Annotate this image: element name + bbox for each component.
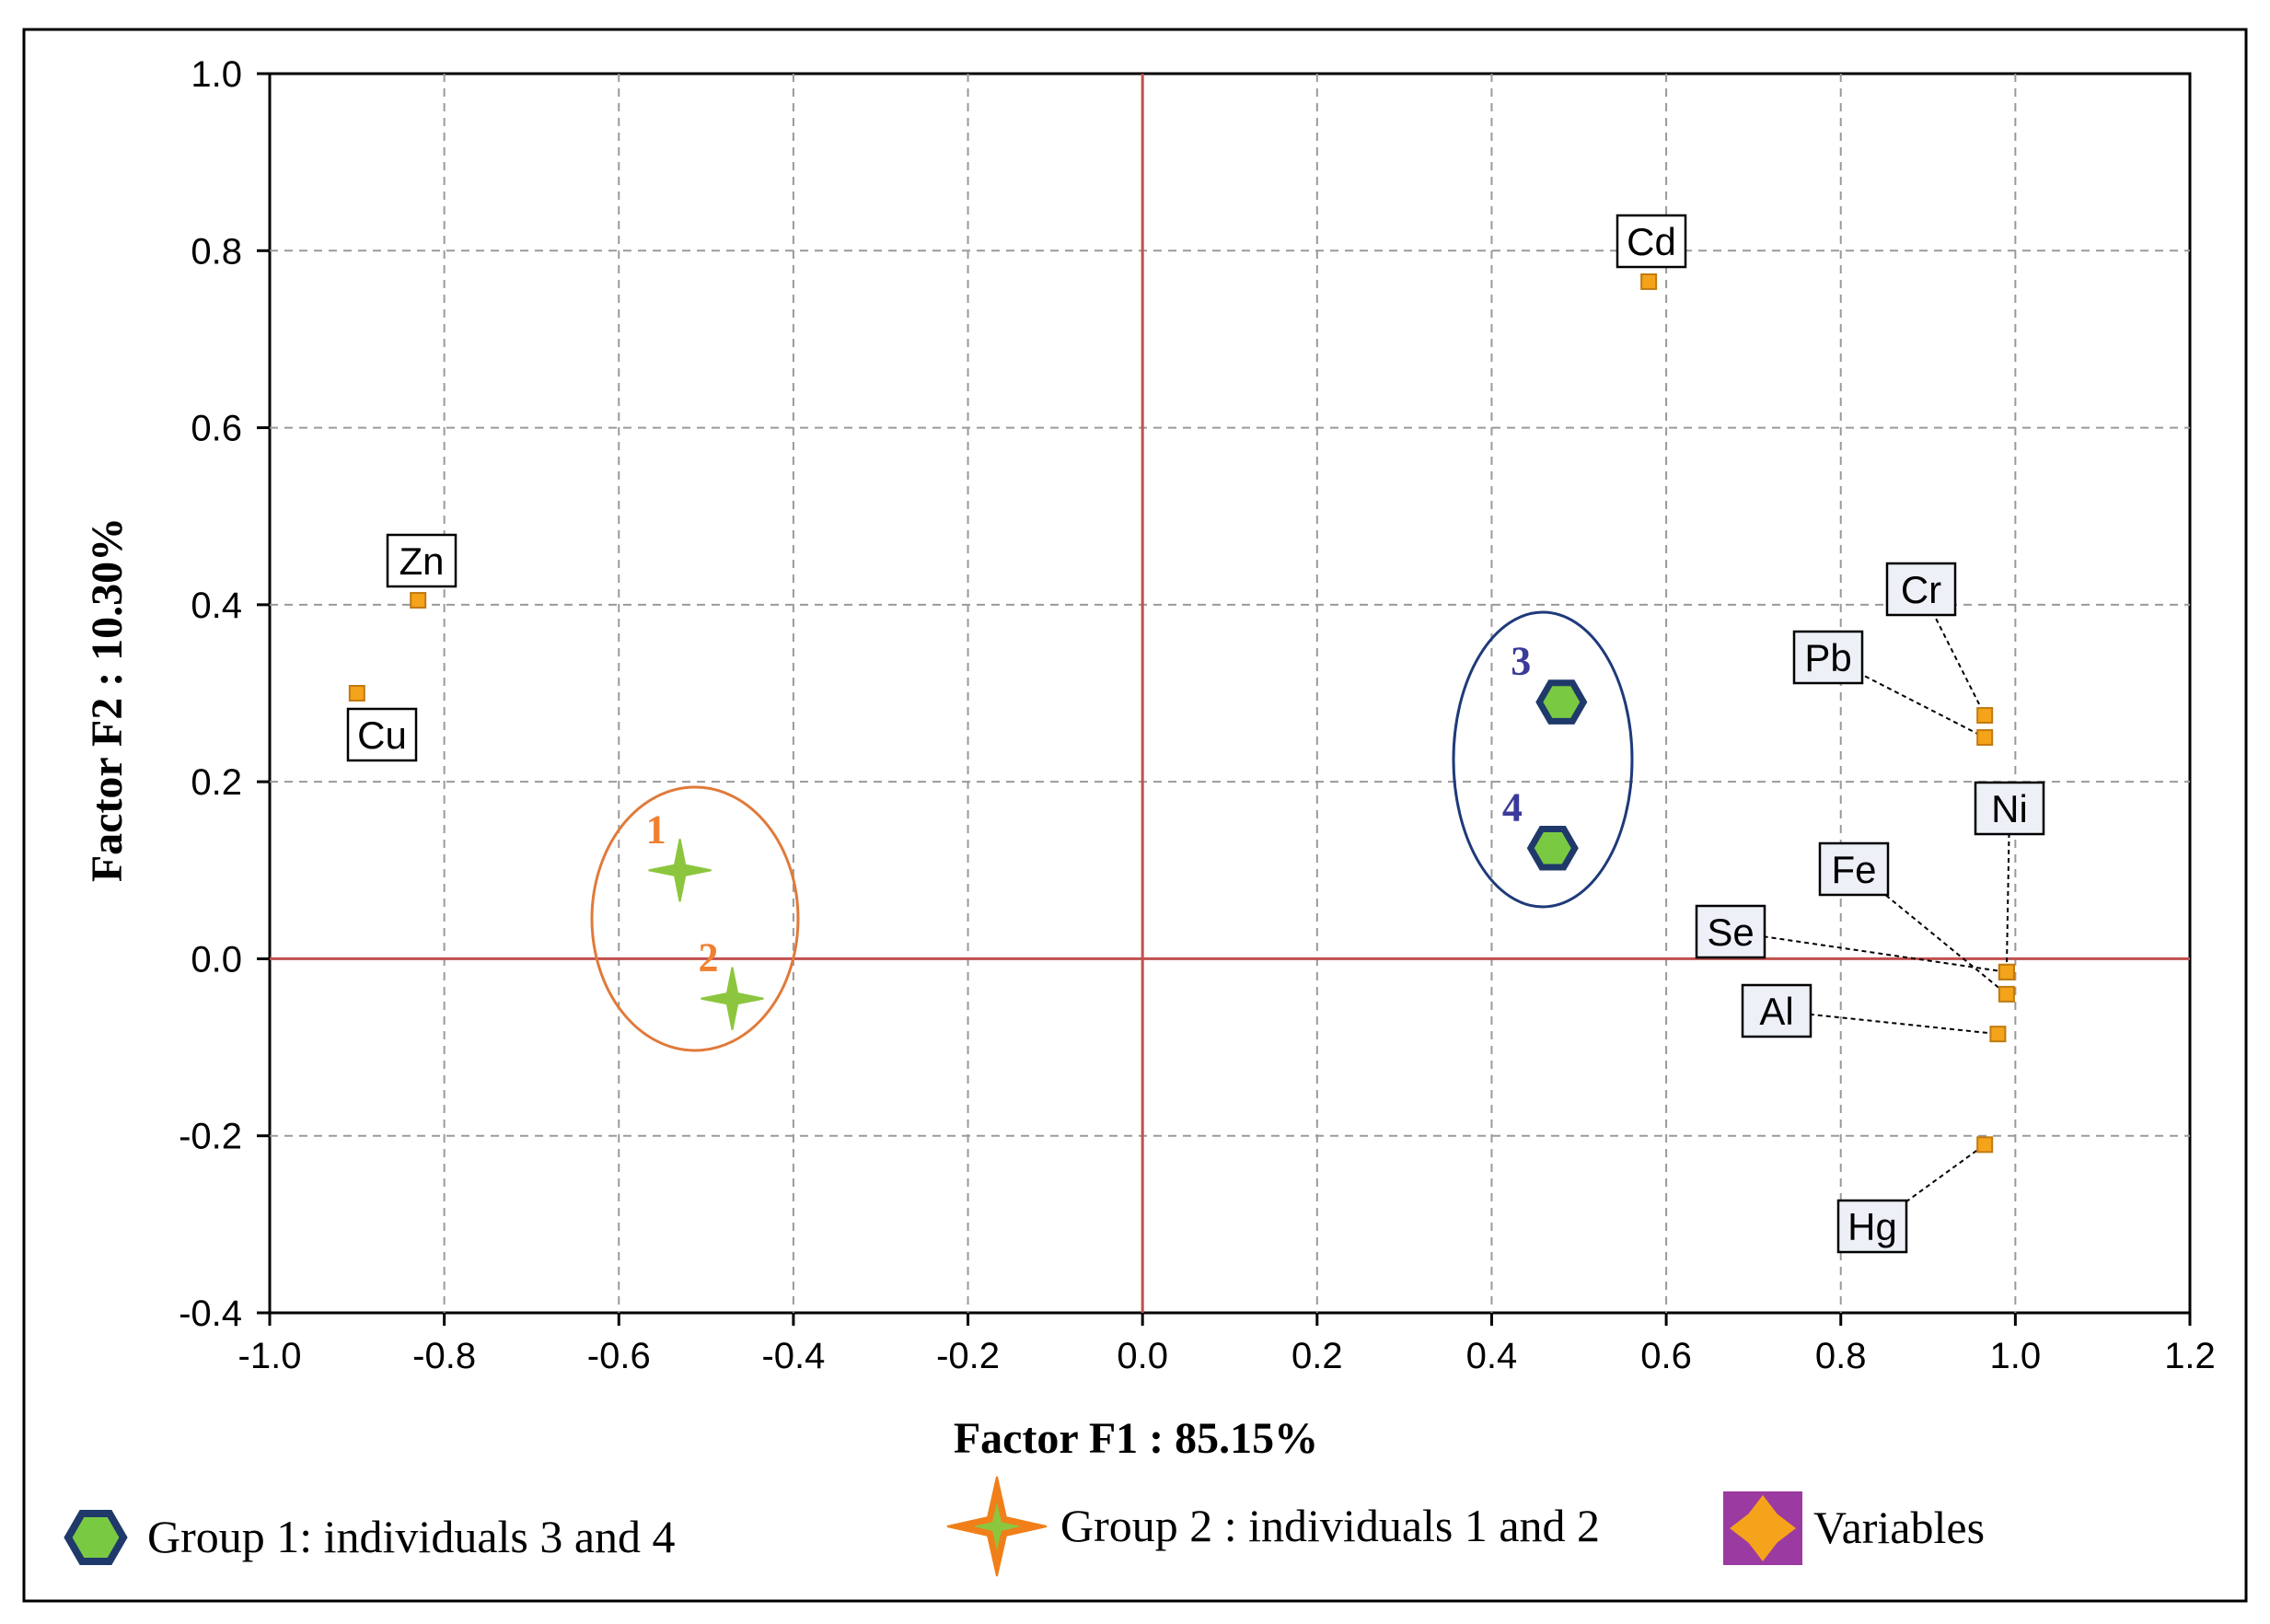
individual-label: 2 [699, 935, 719, 980]
x-axis-title: Factor F1 : 85.15% [954, 1414, 1318, 1463]
x-tick-label: -1.0 [238, 1336, 302, 1376]
group2-star-marker [648, 839, 712, 902]
group2-ellipse [590, 785, 800, 1052]
x-tick-label: -0.2 [936, 1336, 1000, 1376]
legend: Group 1: individuals 3 and 4 Group 2 : in… [64, 1476, 1985, 1577]
group1-ellipse [1452, 610, 1634, 909]
variable-marker [1976, 729, 1994, 747]
group1-hexagon-marker [1526, 826, 1579, 871]
x-tick-label: -0.6 [587, 1336, 651, 1376]
variable-label-box [1695, 904, 1766, 959]
x-tick-label: -0.8 [412, 1336, 476, 1376]
variable-label: Hg [1847, 1205, 1897, 1248]
variable-marker [1998, 963, 2015, 980]
leader-line [1871, 1143, 1986, 1227]
individual-label: 1 [646, 806, 666, 852]
variable-label-box [386, 533, 457, 588]
variable-label: Al [1759, 990, 1793, 1033]
y-tick-label: 0.6 [191, 409, 242, 449]
x-tick-label: 0.2 [1291, 1336, 1343, 1376]
variable-label: Cr [1901, 568, 1941, 611]
leader-line [1776, 1010, 1998, 1036]
x-tick-label: 0.6 [1640, 1336, 1692, 1376]
variable-label: Cu [357, 713, 407, 757]
variable-label-box [1818, 841, 1890, 897]
variable-marker [1976, 1136, 1994, 1154]
variable-label-box [1616, 214, 1687, 269]
leader-line [2005, 807, 2010, 972]
variable-label-box [1885, 562, 1957, 617]
variable-marker [348, 685, 365, 702]
variable-label-box [1741, 983, 1813, 1038]
legend-label-group2: Group 2 : individuals 1 and 2 [1060, 1500, 1600, 1551]
x-tick-label: 0.8 [1815, 1336, 1867, 1376]
x-tick-label: 0.4 [1466, 1336, 1518, 1376]
variable-label: Cd [1627, 220, 1676, 263]
variable-marker [410, 592, 427, 609]
leader-line [1730, 931, 2008, 973]
y-tick-label: -0.2 [179, 1117, 242, 1157]
zero-axes [270, 74, 2190, 1313]
y-tick-label: 0.4 [191, 586, 242, 626]
group2-star-marker [701, 967, 764, 1030]
variable-marker [1976, 707, 1994, 725]
legend-label-group1: Group 1: individuals 3 and 4 [147, 1511, 676, 1562]
y-tick-label: 0.2 [191, 762, 242, 803]
variable-marker [1640, 273, 1658, 290]
x-ticks: -1.0 -0.8 -0.6 -0.4 -0.2 0.0 0.2 0.4 0.6 0.8 1.0 1.… [238, 1313, 2216, 1376]
y-ticks: 1.0 0.8 0.6 0.4 0.2 0.0 -0.2 -0.4 [179, 54, 270, 1334]
legend-variables-inner-icon [1730, 1495, 1796, 1561]
variable-label: Ni [1991, 787, 2028, 830]
x-tick-label: 1.0 [1990, 1336, 2042, 1376]
individual-label: 3 [1511, 639, 1531, 684]
legend-star-inner-icon [973, 1502, 1021, 1550]
x-tick-label: 1.2 [2164, 1336, 2216, 1376]
variable-label-box [1974, 781, 2045, 836]
legend-label-variables: Variables [1813, 1502, 1985, 1553]
y-tick-label: 0.0 [191, 939, 242, 980]
leader-line [1920, 588, 1986, 716]
y-tick-label: -0.4 [179, 1293, 242, 1334]
markers [348, 273, 2015, 1154]
variable-label-box [1836, 1199, 1908, 1254]
y-tick-label: 0.8 [191, 231, 242, 272]
variable-label: Fe [1831, 848, 1876, 891]
variable-label-box [346, 707, 418, 762]
variable-label: Zn [399, 539, 444, 583]
grid [270, 74, 2190, 1313]
x-tick-label: -0.4 [761, 1336, 825, 1376]
variable-label: Pb [1804, 636, 1851, 679]
variable-marker [1998, 985, 2015, 1003]
variable-marker [1989, 1026, 2007, 1043]
legend-hexagon-icon [64, 1510, 128, 1565]
y-axis-title: Factor F2 : 10.30% [83, 517, 132, 882]
x-tick-label: 0.0 [1117, 1336, 1168, 1376]
variable-label: Se [1707, 911, 1754, 954]
individual-label: 4 [1502, 784, 1523, 829]
group1-hexagon-marker [1535, 679, 1588, 725]
variable-label-box [1792, 630, 1864, 685]
plot-area [268, 72, 2192, 1315]
y-tick-label: 1.0 [191, 54, 242, 95]
